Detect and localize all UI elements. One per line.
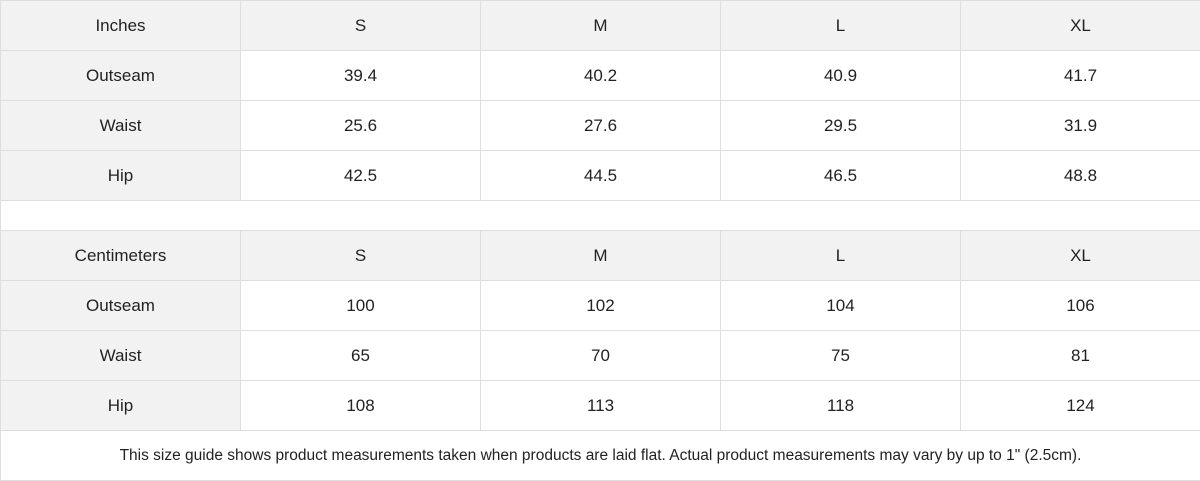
row-label: Hip bbox=[1, 151, 241, 201]
measurement-cell: 48.8 bbox=[961, 151, 1200, 201]
size-header: M bbox=[481, 1, 721, 51]
row-label: Hip bbox=[1, 381, 241, 431]
row-label: Outseam bbox=[1, 51, 241, 101]
measurement-cell: 42.5 bbox=[241, 151, 481, 201]
measurement-cell: 100 bbox=[241, 281, 481, 331]
size-guide-note: This size guide shows product measuremen… bbox=[1, 431, 1200, 481]
measurement-cell: 118 bbox=[721, 381, 961, 431]
measurement-cell: 70 bbox=[481, 331, 721, 381]
measurement-cell: 124 bbox=[961, 381, 1200, 431]
size-header: S bbox=[241, 1, 481, 51]
measurement-cell: 65 bbox=[241, 331, 481, 381]
measurement-cell: 29.5 bbox=[721, 101, 961, 151]
size-header: XL bbox=[961, 231, 1200, 281]
unit-header: Inches bbox=[1, 1, 241, 51]
measurement-cell: 108 bbox=[241, 381, 481, 431]
measurement-cell: 46.5 bbox=[721, 151, 961, 201]
size-header: L bbox=[721, 1, 961, 51]
measurement-cell: 81 bbox=[961, 331, 1200, 381]
measurement-cell: 40.2 bbox=[481, 51, 721, 101]
row-label: Waist bbox=[1, 101, 241, 151]
measurement-cell: 102 bbox=[481, 281, 721, 331]
size-header: M bbox=[481, 231, 721, 281]
measurement-cell: 31.9 bbox=[961, 101, 1200, 151]
measurement-cell: 41.7 bbox=[961, 51, 1200, 101]
unit-header: Centimeters bbox=[1, 231, 241, 281]
measurement-cell: 44.5 bbox=[481, 151, 721, 201]
measurement-cell: 104 bbox=[721, 281, 961, 331]
row-label: Outseam bbox=[1, 281, 241, 331]
size-header: S bbox=[241, 231, 481, 281]
size-header: XL bbox=[961, 1, 1200, 51]
measurement-cell: 75 bbox=[721, 331, 961, 381]
table-spacer bbox=[1, 201, 1200, 231]
spacer-cell bbox=[1, 201, 1200, 231]
measurement-cell: 27.6 bbox=[481, 101, 721, 151]
measurement-cell: 25.6 bbox=[241, 101, 481, 151]
note-row: This size guide shows product measuremen… bbox=[1, 431, 1200, 481]
measurement-cell: 39.4 bbox=[241, 51, 481, 101]
measurement-cell: 106 bbox=[961, 281, 1200, 331]
row-label: Waist bbox=[1, 331, 241, 381]
measurement-cell: 40.9 bbox=[721, 51, 961, 101]
measurement-cell: 113 bbox=[481, 381, 721, 431]
size-header: L bbox=[721, 231, 961, 281]
